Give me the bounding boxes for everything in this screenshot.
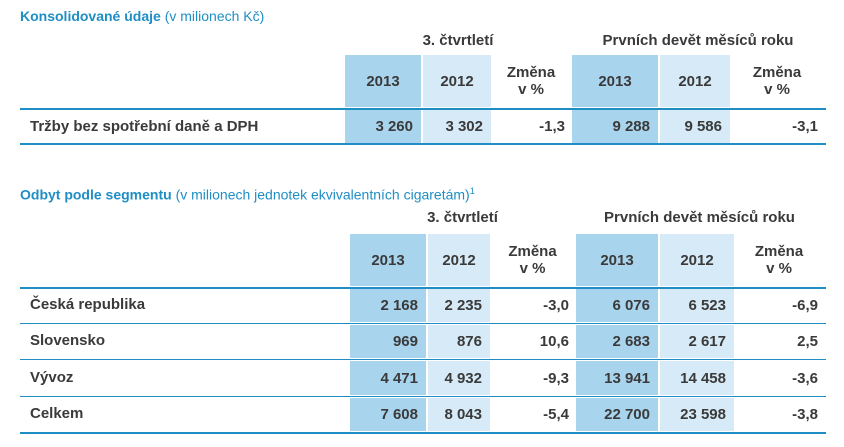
table2-title-unit: (v milionech jednotek ekvivalentních cig…: [171, 186, 470, 203]
table2-cell-9m-change: -3,8: [792, 406, 818, 423]
change-label-line1: Změna: [508, 243, 557, 260]
table2-group-q3: 3. čtvrtletí: [427, 209, 498, 226]
change-label-line1: Změna: [752, 64, 802, 81]
table2-cell-q3-2013: 7 608: [350, 398, 426, 431]
table2-group-9m: Prvních devět měsíců roku: [604, 209, 795, 226]
table2-cell-q3-2013: 2 168: [350, 289, 426, 322]
table2-cell-q3-2013: 969: [350, 325, 426, 358]
change-label-line1: Změna: [754, 243, 804, 260]
table2-cell-9m-change: -3,6: [792, 369, 818, 387]
table1-cell-9m-2012: 9 586: [660, 110, 730, 143]
table2-cell-9m-2012: 6 523: [660, 289, 734, 322]
table1-title-unit: (v milionech Kč): [160, 8, 265, 24]
table1-bottom-rule: [20, 143, 826, 145]
table2-col-q3-2013: 2013: [350, 234, 426, 286]
table2-cell-q3-2013: 4 471: [350, 361, 426, 395]
table2-cell-9m-2013: 2 683: [576, 325, 658, 358]
table2-cell-q3-2012: 4 932: [428, 361, 490, 395]
table1-cell-9m-change: -3,1: [792, 118, 818, 135]
table2-row-label: Celkem: [30, 405, 84, 422]
table2-cell-q3-2012: 2 235: [428, 289, 490, 322]
table2-bottom-rule: [20, 432, 826, 434]
table2-col-q3-change: Změna v %: [490, 234, 575, 286]
table2-title: Odbyt podle segmentu (v milionech jednot…: [20, 186, 475, 203]
change-label-line2: v %: [519, 260, 546, 277]
table2-cell-9m-2013: 6 076: [576, 289, 658, 322]
table2-cell-q3-change: -9,3: [543, 369, 569, 387]
table2-cell-q3-2012: 876: [428, 325, 490, 358]
table2-row-label: Slovensko: [30, 332, 106, 349]
table1-row-label: Tržby bez spotřební daně a DPH: [30, 118, 259, 135]
table1-title-main: Konsolidované údaje: [20, 8, 161, 24]
table1-cell-q3-2013: 3 260: [345, 110, 421, 143]
table1-col-q3-2013: 2013: [345, 55, 421, 107]
table1-group-q3: 3. čtvrtletí: [422, 32, 494, 49]
table1-col-q3-change: Změna v %: [491, 55, 571, 107]
table1-col-9m-change: Změna v %: [730, 55, 824, 107]
table2-cell-9m-2012: 14 458: [660, 361, 734, 395]
table2-col-9m-2013: 2013: [576, 234, 658, 286]
change-label-line2: v %: [518, 81, 544, 98]
table2-col-q3-2012: 2012: [428, 234, 490, 286]
table2-cell-9m-2012: 23 598: [660, 398, 734, 431]
table1-title: Konsolidované údaje (v milionech Kč): [20, 8, 264, 24]
table2-cell-q3-change: -5,4: [543, 406, 569, 423]
change-label-line1: Změna: [506, 64, 556, 81]
table2-col-9m-change: Změna v %: [734, 234, 824, 286]
table2-cell-9m-change: -6,9: [792, 297, 818, 314]
table1-header-rule: [20, 108, 826, 110]
table1-col-9m-2012: 2012: [660, 55, 730, 107]
change-label-line2: v %: [766, 260, 792, 277]
change-label-line2: v %: [764, 81, 790, 98]
table1-col-q3-2012: 2012: [423, 55, 491, 107]
table1-cell-q3-2012: 3 302: [423, 110, 491, 143]
table1-col-9m-2013: 2013: [572, 55, 658, 107]
table2-cell-q3-change: -3,0: [543, 297, 569, 314]
table2-cell-q3-change: 10,6: [539, 333, 569, 350]
table1-cell-9m-2013: 9 288: [572, 110, 658, 143]
table2-cell-9m-2013: 13 941: [576, 361, 658, 395]
table2-row-label: Česká republika: [30, 296, 146, 313]
table2-col-9m-2012: 2012: [660, 234, 734, 286]
table1-group-9m: Prvních devět měsíců roku: [602, 32, 794, 49]
table2-title-main: Odbyt podle segmentu: [20, 186, 172, 203]
row-divider: [20, 396, 826, 397]
footnote-marker: 1: [469, 186, 475, 196]
table2-cell-q3-2012: 8 043: [428, 398, 490, 431]
row-divider: [20, 359, 826, 360]
table1-cell-q3-change: -1,3: [539, 118, 565, 135]
table2-header-rule: [20, 287, 826, 289]
table2-cell-9m-2013: 22 700: [576, 398, 658, 431]
table2-cell-9m-2012: 2 617: [660, 325, 734, 358]
table2-cell-9m-change: 2,5: [797, 333, 818, 350]
table2-row-label: Vývoz: [30, 369, 74, 386]
row-divider: [20, 323, 826, 324]
